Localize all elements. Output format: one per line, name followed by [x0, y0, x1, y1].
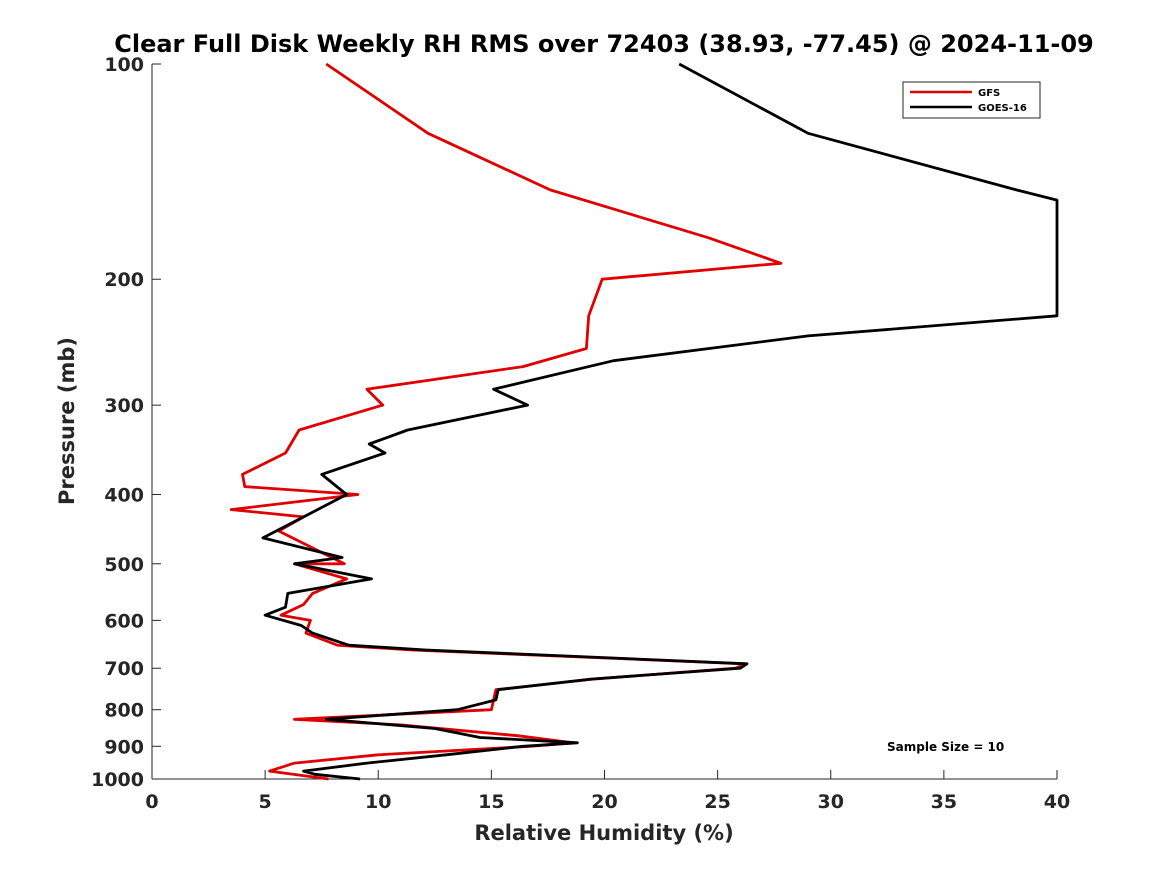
y-axis-label: Pressure (mb) [55, 337, 79, 505]
y-tick-label: 300 [104, 395, 144, 417]
x-axis-ticks: 0 5 10 15 20 25 30 35 40 [145, 770, 1070, 813]
x-tick-label: 20 [591, 791, 617, 813]
x-tick-label: 30 [818, 791, 844, 813]
x-tick-label: 0 [145, 791, 158, 813]
y-axis-ticks: 100 200 300 400 500 600 700 800 900 1000 [91, 54, 161, 791]
legend-label-goes-16: GOES-16 [978, 103, 1027, 114]
y-tick-label: 400 [104, 484, 144, 506]
y-tick-label: 900 [104, 736, 144, 758]
y-tick-label: 500 [104, 554, 144, 576]
x-tick-label: 10 [365, 791, 391, 813]
series-line-goes-16 [261, 62, 1059, 781]
series-lines [229, 62, 1059, 781]
legend: GFS GOES-16 [902, 81, 1041, 119]
y-tick-label: 800 [104, 700, 144, 722]
x-tick-label: 5 [259, 791, 272, 813]
x-tick-label: 15 [478, 791, 504, 813]
y-tick-label: 600 [104, 610, 144, 632]
y-tick-label: 100 [104, 54, 144, 76]
x-tick-label: 40 [1044, 791, 1070, 813]
y-tick-label: 200 [104, 269, 144, 291]
x-tick-label: 25 [704, 791, 730, 813]
y-tick-label: 1000 [91, 769, 144, 791]
sample-size-annotation: Sample Size = 10 [887, 740, 1004, 754]
y-tick-label: 700 [104, 658, 144, 680]
x-axis-label: Relative Humidity (%) [474, 821, 733, 845]
chart-title: Clear Full Disk Weekly RH RMS over 72403… [114, 30, 1094, 58]
legend-label-gfs: GFS [978, 88, 1000, 99]
legend-box [902, 81, 1041, 119]
x-tick-label: 35 [931, 791, 957, 813]
